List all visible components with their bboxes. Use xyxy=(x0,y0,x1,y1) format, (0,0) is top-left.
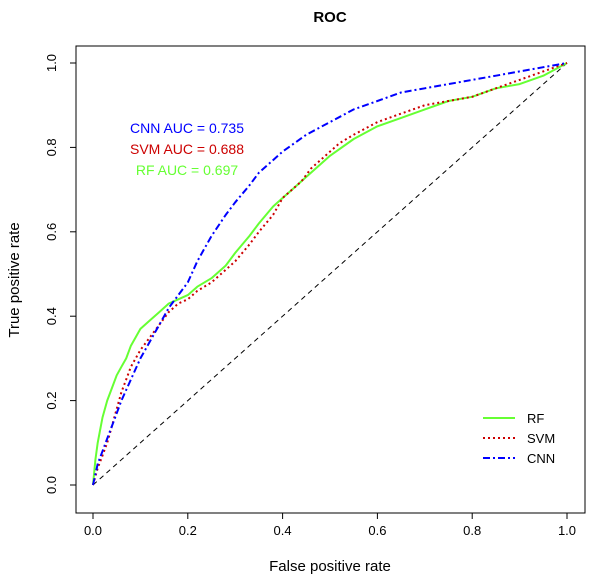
y-tick-label: 0.6 xyxy=(44,223,59,241)
y-tick-label: 0.4 xyxy=(44,307,59,325)
chart-title: ROC xyxy=(313,9,347,26)
x-tick-label: 0.6 xyxy=(368,523,386,538)
x-axis-title: False positive rate xyxy=(269,558,391,575)
auc-label-2: SVM AUC = 0.688 xyxy=(130,141,244,157)
series-line-rf xyxy=(92,62,568,486)
legend-label-svm: SVM xyxy=(527,431,555,446)
x-tick-label: 0.4 xyxy=(274,523,292,538)
plot-frame xyxy=(75,45,586,514)
x-axis: 0.0 0.2 0.4 0.6 0.8 1.0 xyxy=(84,513,576,538)
auc-label-1: CNN AUC = 0.735 xyxy=(130,120,244,136)
y-axis: 0.0 0.2 0.4 0.6 0.8 1.0 xyxy=(44,54,76,494)
y-tick-label: 0.8 xyxy=(44,138,59,156)
x-tick-label: 0.2 xyxy=(179,523,197,538)
legend-label-cnn: CNN xyxy=(527,451,555,466)
series-layer xyxy=(92,62,568,486)
auc-annotations: CNN AUC = 0.735 SVM AUC = 0.688 RF AUC = 0… xyxy=(130,120,244,178)
y-tick-label: 0.2 xyxy=(44,392,59,410)
y-tick-label: 0.0 xyxy=(44,476,59,494)
x-tick-label: 0.0 xyxy=(84,523,102,538)
series-line-svm xyxy=(92,62,568,486)
y-tick-label: 1.0 xyxy=(44,54,59,72)
auc-label-3: RF AUC = 0.697 xyxy=(136,162,239,178)
x-tick-label: 0.8 xyxy=(463,523,481,538)
series-line-cnn xyxy=(92,62,568,486)
reference-diagonal-line xyxy=(92,62,568,486)
y-axis-title: True positive rate xyxy=(6,222,23,337)
legend: RF SVM CNN xyxy=(483,411,555,466)
legend-label-rf: RF xyxy=(527,411,544,426)
x-tick-label: 1.0 xyxy=(558,523,576,538)
